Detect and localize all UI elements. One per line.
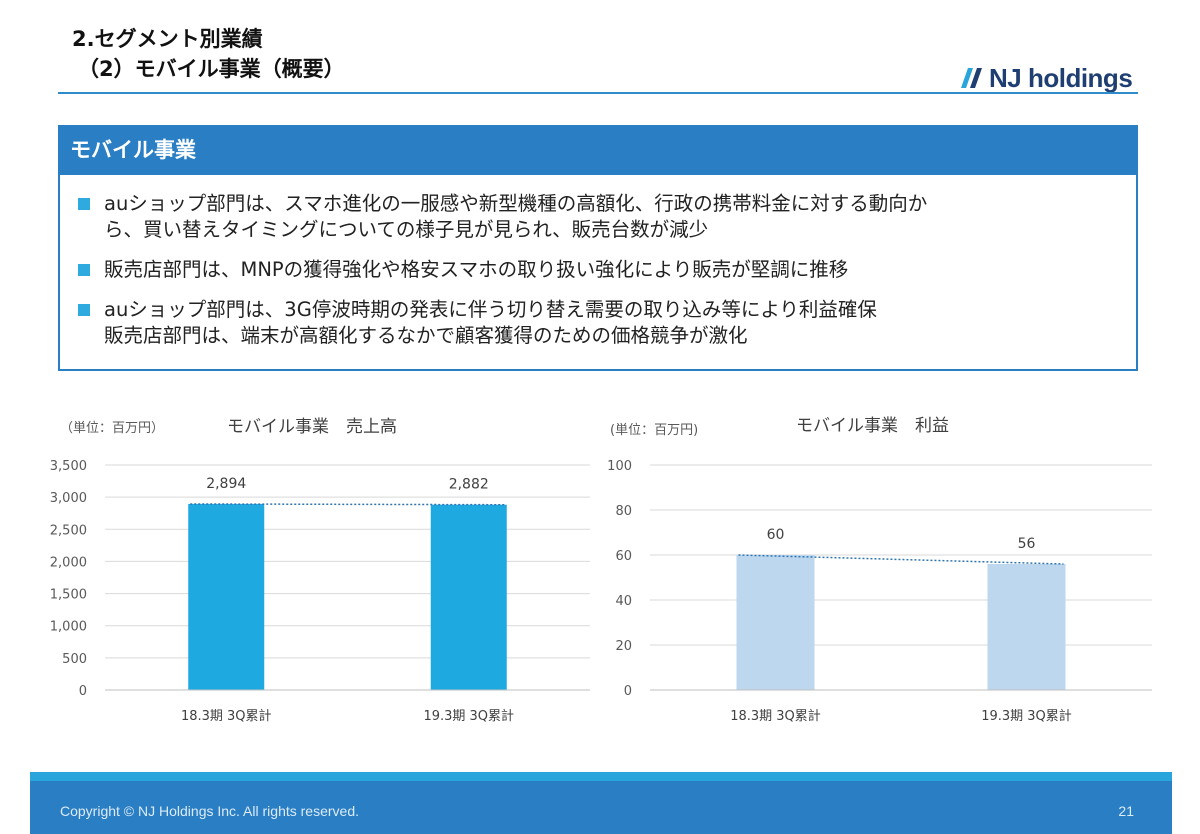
page-title-line1: 2.セグメント別業績 xyxy=(72,27,263,51)
double-slash-logo-icon xyxy=(961,68,982,88)
data-label: 2,894 xyxy=(206,476,246,492)
x-category-label: 18.3期 3Q累計 xyxy=(181,708,272,724)
y-tick-label: 60 xyxy=(615,549,632,564)
profit-chart: (単位：百万円) モバイル事業 利益 0 20 40 60 80 100 60 18.3期 3Q累… xyxy=(600,400,1170,740)
chart-unit-label: (単位：百万円) xyxy=(610,422,698,438)
company-logo: NJ holdings xyxy=(955,58,1133,98)
y-tick-label: 2,500 xyxy=(50,523,87,538)
header-divider xyxy=(58,92,1138,94)
y-tick-label: 3,500 xyxy=(50,459,87,474)
footer-bar: Copyright © NJ Holdings Inc. All rights … xyxy=(30,772,1172,834)
page-number: 21 xyxy=(1118,803,1134,819)
data-label: 56 xyxy=(1018,536,1036,552)
footer-accent-stripe xyxy=(30,772,1172,781)
summary-heading: モバイル事業 xyxy=(60,127,1136,175)
summary-bullet: auショップ部門は、3G停波時期の発表に伴う切り替え需要の取り込み等により利益確… xyxy=(78,297,1116,349)
y-tick-label: 500 xyxy=(62,652,87,667)
y-tick-label: 100 xyxy=(607,459,632,474)
page-title-line2: （2）モバイル事業（概要） xyxy=(78,57,345,81)
bar xyxy=(188,503,265,690)
y-tick-label: 80 xyxy=(615,504,632,519)
bullet-line: 販売店部門は、MNPの獲得強化や格安スマホの取り扱い強化により販売が堅調に推移 xyxy=(104,258,849,281)
y-tick-label: 40 xyxy=(615,594,632,609)
y-tick-label: 0 xyxy=(79,684,87,699)
x-category-label: 18.3期 3Q累計 xyxy=(730,708,821,724)
bullet-line: 販売店部門は、端末が高額化するなかで顧客獲得のための価格競争が激化 xyxy=(104,324,748,347)
sales-chart-svg: （単位：百万円） モバイル事業 売上高 0 500 1,000 1,500 2,000 2,5… xyxy=(50,417,590,724)
page-title: 2.セグメント別業績 （2）モバイル事業（概要） xyxy=(72,24,345,84)
chart-title: モバイル事業 売上高 xyxy=(227,417,397,437)
y-tick-label: 1,500 xyxy=(50,588,87,603)
square-bullet-icon xyxy=(78,264,90,276)
chart-unit-label: （単位：百万円） xyxy=(60,420,164,436)
summary-box: モバイル事業 auショップ部門は、スマホ進化の一服感や新型機種の高額化、行政の携… xyxy=(58,125,1138,371)
square-bullet-icon xyxy=(78,304,90,316)
x-category-label: 19.3期 3Q累計 xyxy=(981,708,1072,724)
bar xyxy=(987,564,1066,690)
bullet-line: auショップ部門は、スマホ進化の一服感や新型機種の高額化、行政の携帯料金に対する… xyxy=(104,192,928,215)
summary-bullet-list: auショップ部門は、スマホ進化の一服感や新型機種の高額化、行政の携帯料金に対する… xyxy=(60,175,1136,349)
trend-line xyxy=(190,503,505,506)
y-tick-label: 3,000 xyxy=(50,491,87,506)
data-label: 60 xyxy=(767,527,785,543)
sales-chart: （単位：百万円） モバイル事業 売上高 0 500 1,000 1,500 2,000 2,5… xyxy=(30,400,600,740)
bullet-line: auショップ部門は、3G停波時期の発表に伴う切り替え需要の取り込み等により利益確… xyxy=(104,298,877,321)
data-label: 2,882 xyxy=(449,477,489,493)
copyright-text: Copyright © NJ Holdings Inc. All rights … xyxy=(60,803,359,819)
summary-bullet: auショップ部門は、スマホ進化の一服感や新型機種の高額化、行政の携帯料金に対する… xyxy=(78,191,1116,243)
x-category-label: 19.3期 3Q累計 xyxy=(423,708,514,724)
logo-text: NJ holdings xyxy=(989,62,1133,93)
y-tick-label: 2,000 xyxy=(50,555,87,570)
bar xyxy=(430,504,507,690)
y-tick-label: 0 xyxy=(624,684,632,699)
summary-bullet: 販売店部門は、MNPの獲得強化や格安スマホの取り扱い強化により販売が堅調に推移 xyxy=(78,257,1116,283)
y-tick-label: 1,000 xyxy=(50,620,87,635)
bullet-line: ら、買い替えタイミングについての様子見が見られ、販売台数が減少 xyxy=(104,218,709,241)
chart-title: モバイル事業 利益 xyxy=(796,416,949,436)
profit-chart-svg: (単位：百万円) モバイル事業 利益 0 20 40 60 80 100 60 18.3期 3Q累… xyxy=(607,416,1152,724)
y-tick-label: 20 xyxy=(615,639,632,654)
bar xyxy=(736,555,815,690)
square-bullet-icon xyxy=(78,198,90,210)
